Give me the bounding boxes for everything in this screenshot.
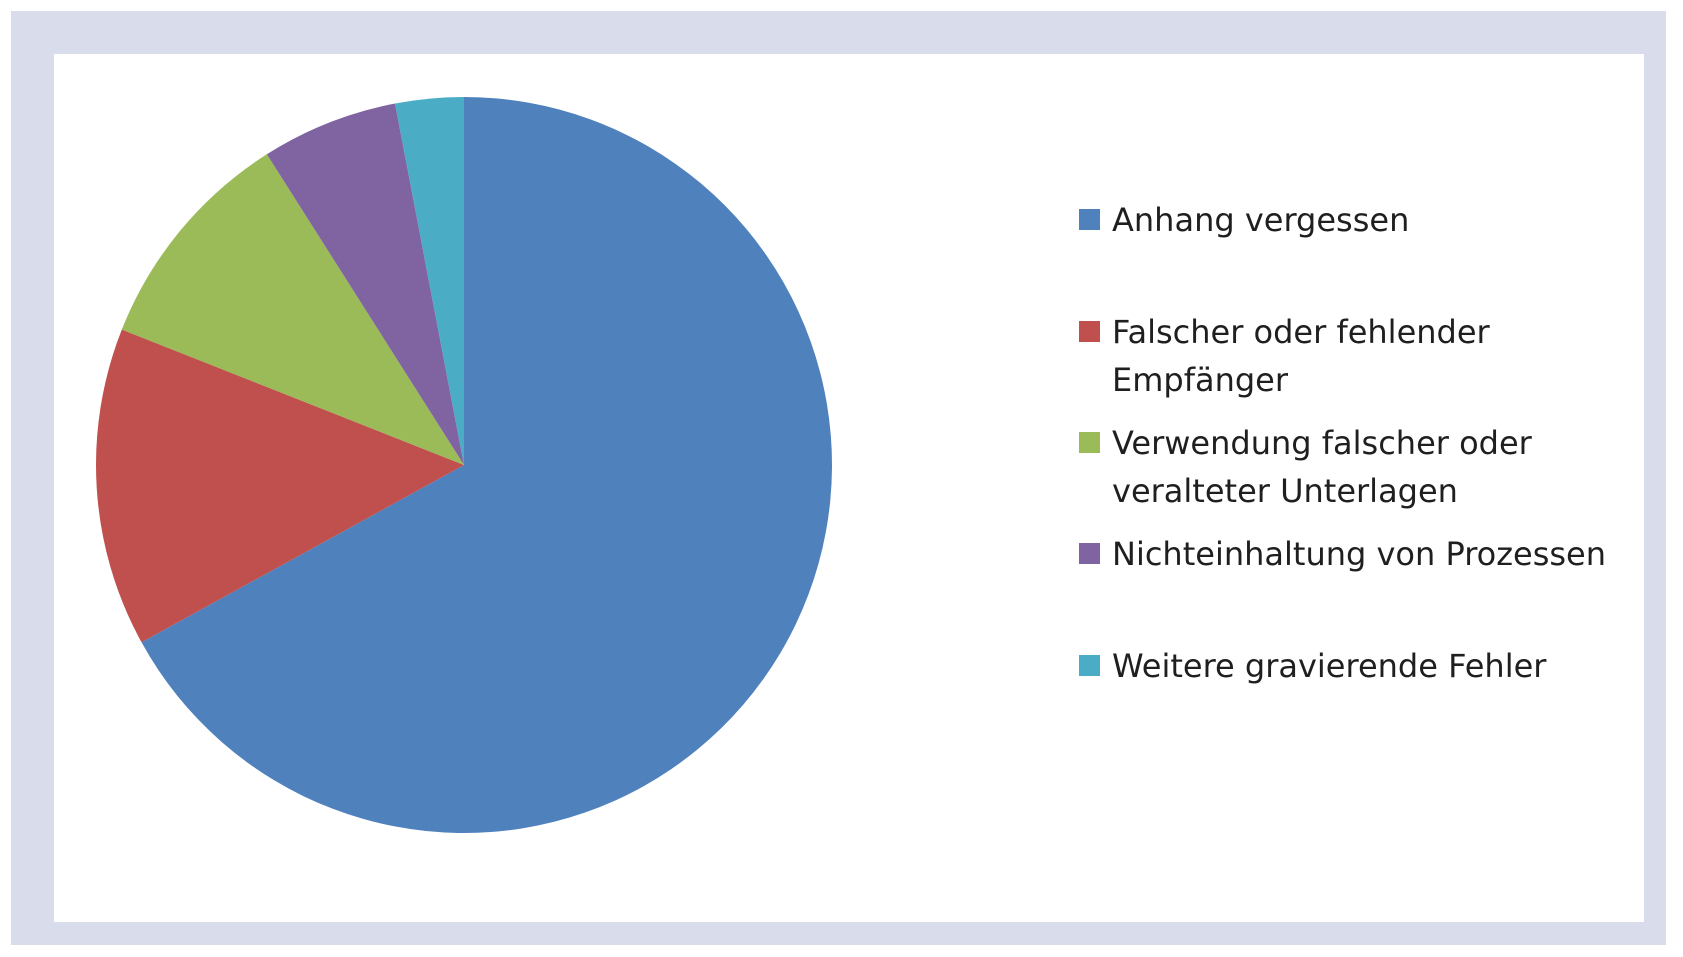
legend-swatch xyxy=(1079,655,1100,676)
legend-label: Weitere gravierende Fehler xyxy=(1112,647,1547,685)
legend-swatch xyxy=(1079,543,1100,564)
chart-legend: Anhang vergessen Falscher oder fehlender… xyxy=(1079,54,1639,922)
pie-slice-3 xyxy=(266,103,464,465)
legend-item-anhang-vergessen: Anhang vergessen xyxy=(1079,196,1639,244)
legend-item-falscher-empfaenger: Falscher oder fehlender Empfänger xyxy=(1079,308,1639,404)
pie-slice-0 xyxy=(141,97,832,833)
pie-slice-2 xyxy=(121,154,464,465)
legend-item-verwendung-unterlagen: Verwendung falscher oder veralteter Unte… xyxy=(1079,419,1639,515)
chart-panel: Anhang vergessen Falscher oder fehlender… xyxy=(54,54,1644,922)
pie-slice-4 xyxy=(395,97,464,465)
chart-frame: Anhang vergessen Falscher oder fehlender… xyxy=(11,11,1666,945)
legend-label: Anhang vergessen xyxy=(1112,201,1410,239)
legend-swatch xyxy=(1079,209,1100,230)
legend-item-nichteinhaltung-prozessen: Nichteinhaltung von Prozessen xyxy=(1079,530,1639,578)
legend-label: Falscher oder fehlender Empfänger xyxy=(1112,313,1490,399)
pie-chart xyxy=(95,97,832,833)
pie-slice-1 xyxy=(95,329,465,643)
legend-swatch xyxy=(1079,432,1100,453)
legend-swatch xyxy=(1079,321,1100,342)
legend-label: Verwendung falscher oder veralteter Unte… xyxy=(1112,424,1532,510)
legend-item-weitere-fehler: Weitere gravierende Fehler xyxy=(1079,642,1639,690)
legend-label: Nichteinhaltung von Prozessen xyxy=(1112,535,1607,573)
